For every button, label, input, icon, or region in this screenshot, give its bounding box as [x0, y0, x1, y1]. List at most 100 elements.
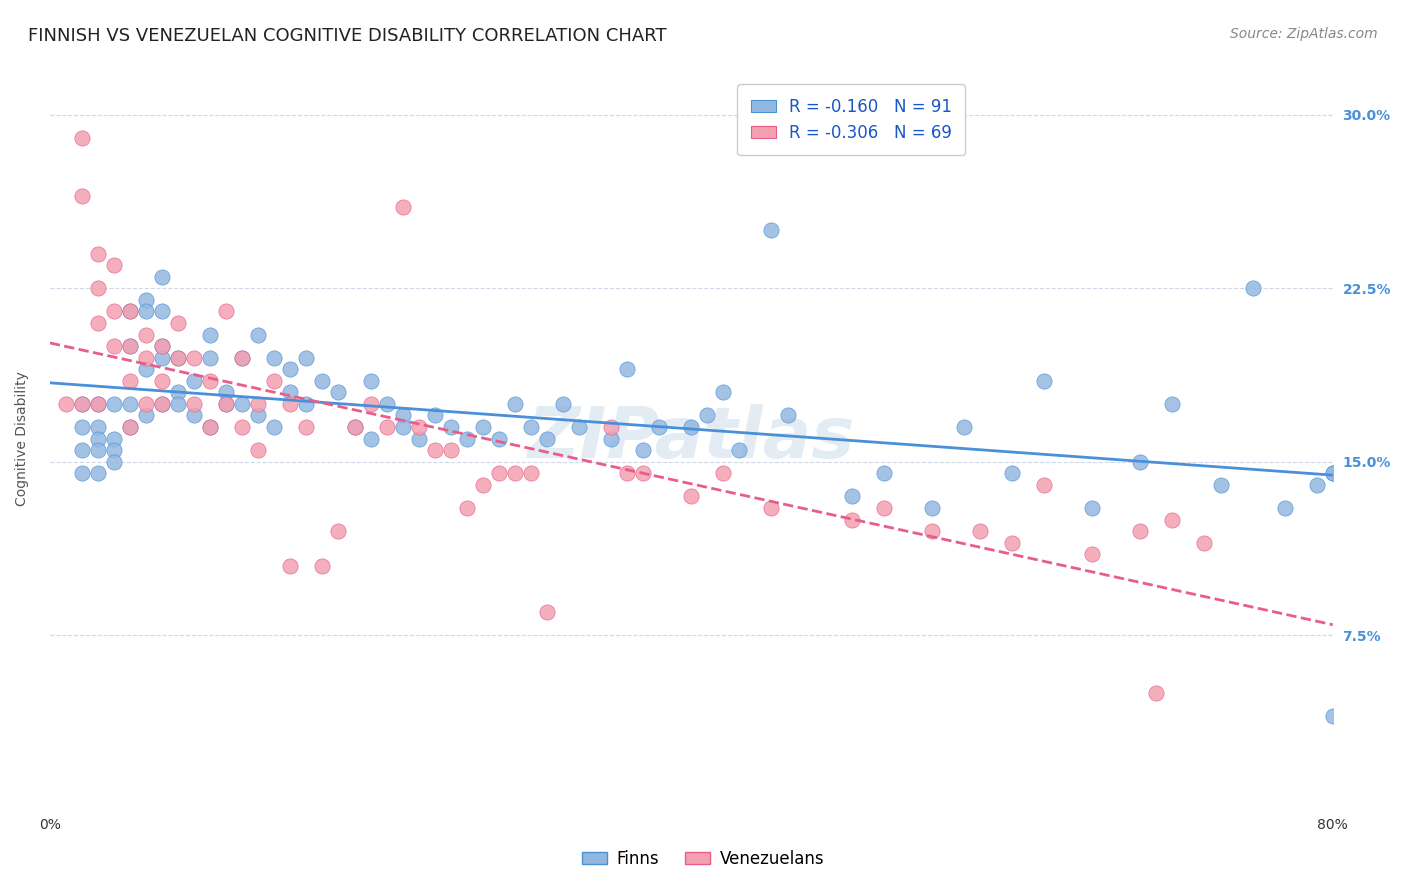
- Point: [503, 467, 526, 481]
- Point: [135, 409, 157, 423]
- Point: [280, 397, 302, 411]
- Point: [375, 420, 398, 434]
- Point: [343, 420, 366, 434]
- Point: [200, 351, 222, 365]
- Point: [841, 490, 863, 504]
- Point: [118, 304, 141, 318]
- Point: [616, 467, 638, 481]
- Point: [150, 304, 173, 318]
- Legend: R = -0.160   N = 91, R = -0.306   N = 69: R = -0.160 N = 91, R = -0.306 N = 69: [737, 84, 966, 155]
- Point: [118, 420, 141, 434]
- Point: [711, 385, 734, 400]
- Point: [87, 420, 110, 434]
- Point: [1322, 709, 1344, 723]
- Point: [70, 467, 93, 481]
- Point: [231, 351, 253, 365]
- Point: [70, 443, 93, 458]
- Point: [103, 455, 125, 469]
- Point: [87, 246, 110, 260]
- Point: [776, 409, 799, 423]
- Point: [1081, 500, 1104, 515]
- Point: [520, 467, 543, 481]
- Point: [295, 397, 318, 411]
- Point: [215, 304, 238, 318]
- Point: [247, 327, 270, 342]
- Point: [681, 420, 703, 434]
- Text: Source: ZipAtlas.com: Source: ZipAtlas.com: [1230, 27, 1378, 41]
- Point: [311, 374, 333, 388]
- Point: [375, 397, 398, 411]
- Point: [87, 281, 110, 295]
- Point: [118, 339, 141, 353]
- Point: [328, 385, 350, 400]
- Point: [87, 316, 110, 330]
- Point: [761, 223, 783, 237]
- Point: [391, 409, 413, 423]
- Point: [841, 512, 863, 526]
- Point: [1129, 524, 1152, 538]
- Point: [231, 397, 253, 411]
- Point: [1144, 686, 1167, 700]
- Point: [568, 420, 591, 434]
- Point: [408, 432, 430, 446]
- Point: [247, 409, 270, 423]
- Point: [391, 200, 413, 214]
- Point: [520, 420, 543, 434]
- Point: [118, 339, 141, 353]
- Point: [343, 420, 366, 434]
- Point: [711, 467, 734, 481]
- Point: [1129, 455, 1152, 469]
- Point: [231, 420, 253, 434]
- Point: [280, 558, 302, 573]
- Point: [183, 397, 205, 411]
- Point: [215, 397, 238, 411]
- Point: [87, 467, 110, 481]
- Point: [167, 397, 190, 411]
- Point: [70, 397, 93, 411]
- Point: [263, 351, 285, 365]
- Point: [360, 397, 382, 411]
- Point: [103, 339, 125, 353]
- Point: [408, 420, 430, 434]
- Point: [696, 409, 718, 423]
- Text: FINNISH VS VENEZUELAN COGNITIVE DISABILITY CORRELATION CHART: FINNISH VS VENEZUELAN COGNITIVE DISABILI…: [28, 27, 666, 45]
- Point: [103, 258, 125, 272]
- Point: [280, 362, 302, 376]
- Point: [391, 420, 413, 434]
- Point: [503, 397, 526, 411]
- Point: [167, 385, 190, 400]
- Point: [150, 339, 173, 353]
- Point: [183, 351, 205, 365]
- Point: [103, 432, 125, 446]
- Point: [150, 397, 173, 411]
- Point: [135, 304, 157, 318]
- Point: [600, 432, 623, 446]
- Point: [360, 432, 382, 446]
- Point: [488, 467, 510, 481]
- Point: [1001, 467, 1024, 481]
- Point: [1241, 281, 1264, 295]
- Point: [1194, 535, 1216, 549]
- Point: [1081, 547, 1104, 561]
- Point: [873, 467, 896, 481]
- Point: [440, 443, 463, 458]
- Point: [118, 374, 141, 388]
- Point: [263, 420, 285, 434]
- Point: [103, 304, 125, 318]
- Point: [183, 409, 205, 423]
- Point: [1322, 467, 1344, 481]
- Point: [1161, 397, 1184, 411]
- Point: [360, 374, 382, 388]
- Point: [328, 524, 350, 538]
- Point: [118, 420, 141, 434]
- Point: [118, 397, 141, 411]
- Point: [1001, 535, 1024, 549]
- Point: [616, 362, 638, 376]
- Point: [681, 490, 703, 504]
- Point: [200, 327, 222, 342]
- Point: [167, 351, 190, 365]
- Point: [1274, 500, 1296, 515]
- Point: [200, 420, 222, 434]
- Point: [295, 351, 318, 365]
- Point: [1306, 478, 1329, 492]
